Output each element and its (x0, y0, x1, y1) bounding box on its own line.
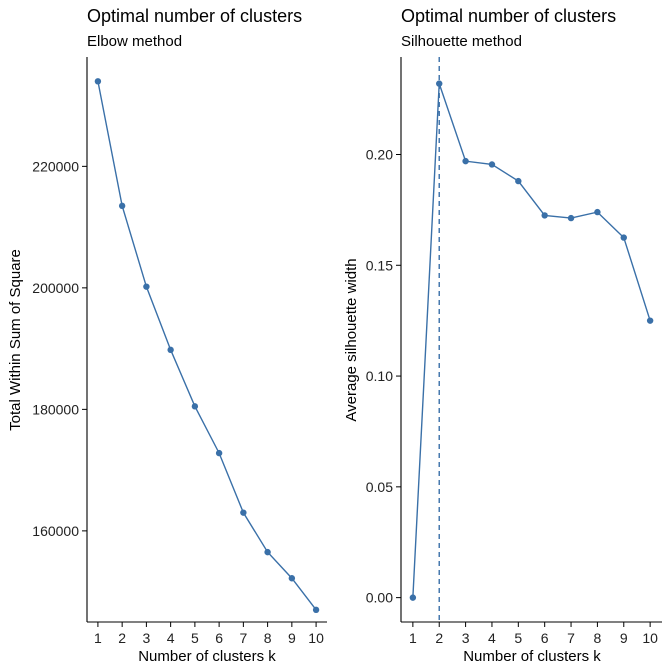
elbow-series-line (97, 81, 317, 611)
elbow-x-tick-label: 4 (167, 630, 175, 646)
silhouette-x-tick-label: 6 (541, 630, 549, 646)
silhouette-title: Optimal number of clusters (401, 6, 616, 26)
elbow-data-point (143, 283, 150, 290)
silhouette-y-axis-label: Average silhouette width (343, 258, 360, 421)
silhouette-x-tick-label: 2 (435, 630, 443, 646)
elbow-x-tick-label: 8 (264, 630, 272, 646)
silhouette-x-tick-label: 8 (594, 630, 602, 646)
elbow-data-point (215, 449, 223, 457)
silhouette-data-point (646, 317, 654, 324)
silhouette-panel: Optimal number of clusters Silhouette me… (343, 6, 662, 665)
elbow-data-point (94, 78, 102, 85)
elbow-x-tick-label: 9 (288, 630, 296, 646)
silhouette-x-tick-label: 5 (514, 630, 522, 646)
silhouette-y-tick-label: 0.15 (366, 257, 393, 273)
silhouette-data-point (488, 161, 496, 168)
elbow-data-point (288, 575, 296, 582)
elbow-x-tick-label: 1 (94, 630, 102, 646)
silhouette-y-tick-label: 0.00 (366, 590, 393, 606)
silhouette-y-tick-label: 0.05 (366, 479, 393, 495)
silhouette-data-point (541, 212, 548, 219)
silhouette-x-tick-label: 10 (642, 630, 658, 646)
elbow-x-axis-label: Number of clusters k (138, 648, 276, 665)
silhouette-data-point (515, 177, 522, 185)
silhouette-x-tick-label: 1 (409, 630, 417, 646)
elbow-data-point (264, 548, 271, 556)
elbow-ticks: 160000 180000 200000 220000 1 2 3 4 5 6 7 8 9 10 (32, 158, 324, 646)
elbow-x-tick-label: 10 (308, 630, 324, 646)
elbow-y-tick-label: 200000 (32, 280, 79, 296)
silhouette-series-line (412, 83, 651, 598)
elbow-subtitle: Elbow method (87, 33, 182, 50)
silhouette-marks (409, 57, 654, 622)
elbow-data-point (118, 202, 126, 210)
silhouette-x-tick-label: 7 (567, 630, 575, 646)
elbow-title: Optimal number of clusters (87, 6, 302, 26)
elbow-y-tick-label: 220000 (32, 158, 79, 174)
silhouette-x-axis-label: Number of clusters k (463, 648, 601, 665)
silhouette-x-tick-label: 4 (488, 630, 496, 646)
elbow-marks (94, 78, 320, 614)
elbow-data-point (240, 509, 247, 516)
elbow-x-tick-label: 3 (142, 630, 150, 646)
elbow-data-point (312, 606, 320, 614)
elbow-data-point (191, 403, 199, 410)
elbow-y-axis-label: Total Within Sum of Square (7, 249, 24, 431)
silhouette-data-point (409, 594, 417, 601)
elbow-y-tick-label: 180000 (32, 401, 79, 417)
elbow-x-tick-label: 2 (118, 630, 126, 646)
silhouette-data-point (436, 80, 443, 87)
silhouette-data-point (462, 157, 469, 165)
elbow-x-tick-label: 6 (215, 630, 223, 646)
elbow-x-tick-label: 7 (239, 630, 247, 646)
silhouette-ticks: 0.00 0.05 0.10 0.15 0.20 1 2 3 4 5 6 7 8 9 10 (366, 146, 658, 646)
silhouette-data-point (620, 234, 627, 241)
elbow-panel: Optimal number of clusters Elbow method … (7, 6, 327, 665)
silhouette-y-tick-label: 0.20 (366, 146, 393, 162)
silhouette-data-point (594, 208, 601, 216)
elbow-y-tick-label: 160000 (32, 523, 79, 539)
silhouette-x-tick-label: 3 (462, 630, 470, 646)
silhouette-y-tick-label: 0.10 (366, 368, 393, 384)
silhouette-data-point (567, 214, 575, 222)
elbow-x-tick-label: 5 (191, 630, 199, 646)
elbow-data-point (167, 346, 174, 354)
silhouette-subtitle: Silhouette method (401, 33, 522, 50)
silhouette-x-tick-label: 9 (620, 630, 628, 646)
